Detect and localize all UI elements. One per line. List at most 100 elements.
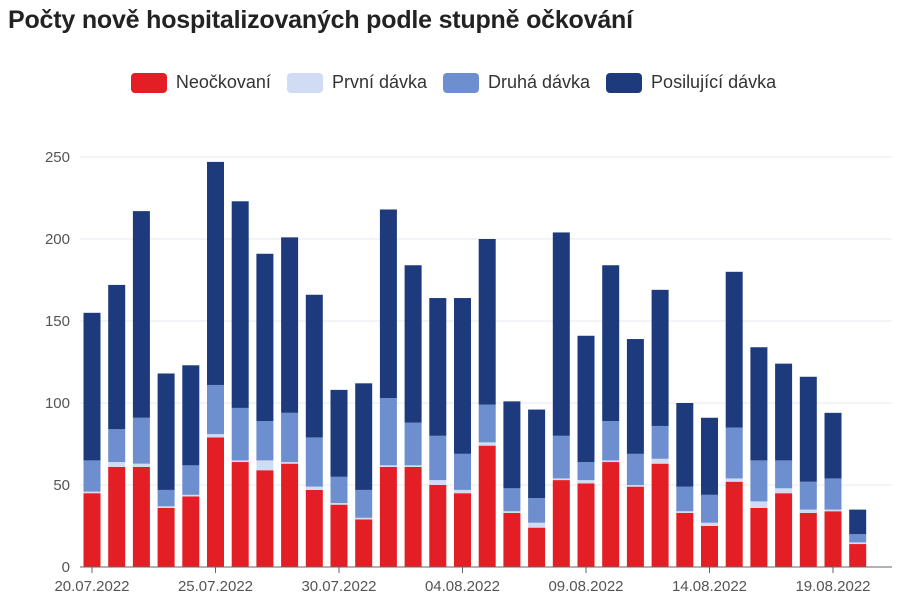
bar-28.07.2022-series-2: Druhá dávka: 30 bbox=[281, 412, 299, 463]
bar-11.08.2022-series-3: Posilující dávka: 70 bbox=[626, 339, 644, 454]
bar-19.08.2022-series-0: Neočkovaní: 34 bbox=[824, 511, 842, 567]
bar-21.07.2022-series-1: První dávka: 3 bbox=[108, 462, 126, 467]
bar-29.07.2022-series-0: Neočkovaní: 47 bbox=[305, 489, 323, 567]
bar-16.08.2022-series-1: První dávka: 4 bbox=[750, 501, 768, 508]
legend-swatch-booster bbox=[606, 72, 643, 93]
bar-08.08.2022-series-2: Druhá dávka: 26 bbox=[552, 435, 570, 479]
bar-18.08.2022-series-3: Posilující dávka: 64 bbox=[799, 376, 817, 482]
bar-20.08.2022-series-1: První dávka: 1 bbox=[849, 542, 867, 545]
bar-24.07.2022-series-1: První dávka: 1 bbox=[182, 494, 200, 497]
bar-13.08.2022-series-2: Druhá dávka: 15 bbox=[676, 486, 694, 512]
chart-title: Počty nově hospitalizovaných podle stupn… bbox=[8, 6, 633, 34]
bar-25.07.2022-series-2: Druhá dávka: 30 bbox=[207, 384, 224, 435]
bar-11.08.2022-series-0: Neočkovaní: 49 bbox=[626, 486, 644, 567]
bar-04.08.2022-series-2: Druhá dávka: 22 bbox=[454, 453, 471, 490]
bar-25.07.2022-series-3: Posilující dávka: 136 bbox=[207, 161, 224, 385]
legend-item-second-dose[interactable]: Druhá dávka bbox=[442, 72, 590, 93]
bar-20.08.2022-series-2: Druhá dávka: 5 bbox=[849, 534, 867, 543]
bar-31.07.2022-series-3: Posilující dávka: 65 bbox=[355, 383, 373, 490]
bar-21.07.2022-series-0: Neočkovaní: 61 bbox=[108, 466, 126, 567]
bar-01.08.2022-series-1: První dávka: 1 bbox=[379, 465, 397, 467]
bar-17.08.2022-series-2: Druhá dávka: 17 bbox=[775, 460, 793, 489]
bar-02.08.2022-series-1: První dávka: 1 bbox=[404, 465, 422, 467]
legend: Neočkovaní První dávka Druhá dávka Posil… bbox=[0, 72, 907, 93]
bar-09.08.2022-series-1: První dávka: 2 bbox=[577, 480, 595, 484]
bar-28.07.2022-series-3: Posilující dávka: 107 bbox=[281, 237, 299, 413]
bar-23.07.2022-series-1: První dávka: 1 bbox=[157, 506, 175, 508]
bar-20.07.2022-series-0: Neočkovaní: 45 bbox=[83, 493, 101, 567]
x-tick-label-04.08.2022: 04.08.2022 bbox=[425, 578, 500, 595]
bar-20.07.2022-series-3: Posilující dávka: 90 bbox=[83, 312, 101, 461]
bar-27.07.2022-series-2: Druhá dávka: 24 bbox=[256, 421, 274, 461]
bar-12.08.2022-series-1: První dávka: 3 bbox=[651, 458, 669, 464]
bar-06.08.2022-series-0: Neočkovaní: 33 bbox=[503, 512, 521, 567]
bar-20.07.2022-series-1: První dávka: 1 bbox=[83, 491, 101, 494]
bar-20.08.2022-series-0: Neočkovaní: 14 bbox=[849, 544, 867, 567]
bar-31.07.2022-series-0: Neočkovaní: 29 bbox=[355, 519, 373, 567]
bar-13.08.2022-series-0: Neočkovaní: 33 bbox=[676, 512, 694, 567]
bar-14.08.2022-series-0: Neočkovaní: 25 bbox=[701, 526, 718, 567]
bar-23.07.2022-series-3: Posilující dávka: 71 bbox=[157, 373, 175, 490]
bar-29.07.2022-series-3: Posilující dávka: 87 bbox=[305, 294, 323, 438]
bar-08.08.2022-series-0: Neočkovaní: 53 bbox=[552, 480, 570, 567]
bar-05.08.2022-series-0: Neočkovaní: 74 bbox=[478, 445, 496, 567]
bar-27.07.2022-series-1: První dávka: 6 bbox=[256, 460, 274, 471]
bar-17.08.2022-series-0: Neočkovaní: 45 bbox=[775, 493, 793, 567]
bar-24.07.2022-series-3: Posilující dávka: 61 bbox=[182, 365, 200, 466]
legend-label-booster: Posilující dávka bbox=[651, 72, 777, 92]
bar-28.07.2022-series-0: Neočkovaní: 63 bbox=[281, 463, 299, 567]
bar-31.07.2022-series-2: Druhá dávka: 17 bbox=[355, 489, 373, 518]
bar-27.07.2022-series-0: Neočkovaní: 59 bbox=[256, 470, 274, 567]
y-tick-label-200: 200 bbox=[45, 231, 70, 248]
bar-29.07.2022-series-1: První dávka: 2 bbox=[305, 486, 323, 490]
bar-09.08.2022-series-0: Neočkovaní: 51 bbox=[577, 483, 595, 567]
x-tick-label-14.08.2022: 14.08.2022 bbox=[672, 578, 747, 595]
bar-12.08.2022-series-3: Posilující dávka: 83 bbox=[651, 289, 669, 426]
bar-01.08.2022-series-2: Druhá dávka: 41 bbox=[379, 398, 397, 466]
bar-14.08.2022-series-3: Posilující dávka: 47 bbox=[701, 417, 718, 495]
bar-03.08.2022-series-3: Posilující dávka: 84 bbox=[429, 298, 447, 436]
bar-05.08.2022-series-2: Druhá dávka: 23 bbox=[478, 404, 496, 443]
bar-15.08.2022-series-2: Druhá dávka: 31 bbox=[725, 427, 743, 479]
bar-30.07.2022-series-2: Druhá dávka: 16 bbox=[330, 476, 348, 504]
bar-10.08.2022-series-0: Neočkovaní: 64 bbox=[602, 462, 620, 567]
bar-06.08.2022-series-2: Druhá dávka: 14 bbox=[503, 488, 521, 512]
bar-14.08.2022-series-2: Druhá dávka: 17 bbox=[701, 494, 718, 523]
bar-01.08.2022-series-0: Neočkovaní: 61 bbox=[379, 466, 397, 567]
bar-04.08.2022-series-3: Posilující dávka: 95 bbox=[454, 298, 471, 454]
bar-16.08.2022-series-0: Neočkovaní: 36 bbox=[750, 507, 768, 567]
legend-item-unvaccinated[interactable]: Neočkovaní bbox=[130, 72, 271, 93]
bar-19.08.2022-series-1: První dávka: 1 bbox=[824, 509, 842, 512]
bar-02.08.2022-series-3: Posilující dávka: 96 bbox=[404, 265, 422, 423]
bar-22.07.2022-series-2: Druhá dávka: 28 bbox=[132, 417, 150, 464]
bar-13.08.2022-series-3: Posilující dávka: 51 bbox=[676, 403, 694, 487]
legend-item-booster[interactable]: Posilující dávka bbox=[606, 72, 776, 93]
bar-10.08.2022-series-2: Druhá dávka: 24 bbox=[602, 421, 620, 461]
legend-label-unvaccinated: Neočkovaní bbox=[175, 72, 271, 92]
bar-03.08.2022-series-0: Neočkovaní: 50 bbox=[429, 485, 447, 567]
legend-swatch-unvaccinated bbox=[130, 72, 167, 93]
bar-28.07.2022-series-1: První dávka: 1 bbox=[281, 462, 299, 464]
bar-20.08.2022-series-3: Posilující dávka: 15 bbox=[849, 509, 867, 535]
bar-21.07.2022-series-2: Druhá dávka: 20 bbox=[108, 429, 126, 463]
bar-31.07.2022-series-1: První dávka: 1 bbox=[355, 517, 373, 520]
bar-18.08.2022-series-2: Druhá dávka: 17 bbox=[799, 481, 817, 510]
bar-22.07.2022-series-1: První dávka: 2 bbox=[132, 463, 150, 467]
x-tick-label-09.08.2022: 09.08.2022 bbox=[548, 578, 623, 595]
bar-05.08.2022-series-3: Posilující dávka: 101 bbox=[478, 239, 496, 405]
bar-09.08.2022-series-3: Posilující dávka: 77 bbox=[577, 335, 595, 463]
bar-17.08.2022-series-3: Posilující dávka: 59 bbox=[775, 363, 793, 461]
y-tick-label-150: 150 bbox=[45, 313, 70, 330]
bar-26.07.2022-series-1: První dávka: 1 bbox=[231, 460, 249, 463]
legend-label-first-dose: První dávka bbox=[331, 72, 427, 92]
bar-10.08.2022-series-3: Posilující dávka: 95 bbox=[602, 265, 620, 422]
bar-21.07.2022-series-3: Posilující dávka: 88 bbox=[108, 284, 126, 430]
bar-13.08.2022-series-1: První dávka: 1 bbox=[676, 511, 694, 513]
bar-07.08.2022-series-2: Druhá dávka: 15 bbox=[528, 498, 546, 523]
legend-item-first-dose[interactable]: První dávka bbox=[286, 72, 427, 93]
x-tick-label-30.07.2022: 30.07.2022 bbox=[301, 578, 376, 595]
bar-07.08.2022-series-0: Neočkovaní: 24 bbox=[528, 527, 546, 567]
bar-25.07.2022-series-0: Neočkovaní: 79 bbox=[207, 437, 224, 567]
bar-30.07.2022-series-1: První dávka: 1 bbox=[330, 503, 348, 505]
